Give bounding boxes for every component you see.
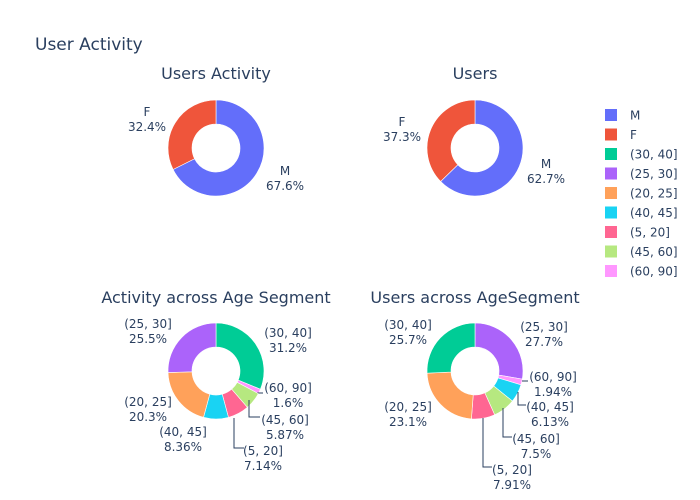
pie-1: Users Activity M 67.6% F 32.4% [128, 64, 304, 197]
legend: MF (30, 40] (25, 30] (20, 25] (40, 45] (5, 20… [605, 109, 678, 279]
legend-swatch [605, 109, 617, 121]
pie-2: Users M 62.7% F 37.3% [383, 64, 565, 197]
figure-title: User Activity [35, 35, 143, 55]
slice-leader-line [233, 418, 244, 449]
slice-label-m: M 62.7% [527, 157, 565, 186]
pie-title: Users Activity [161, 64, 271, 83]
slice-leader-line [248, 400, 260, 418]
legend-label: (30, 40] [630, 148, 678, 162]
pie-slice-f[interactable] [167, 99, 217, 170]
slice-label-60-90: (60, 90] 1.6% [264, 381, 312, 410]
slice-leader-line [482, 418, 492, 468]
legend-label: (25, 30] [630, 167, 678, 181]
legend-swatch [605, 167, 617, 180]
legend-label: (60, 90] [630, 265, 678, 279]
legend-swatch [605, 128, 617, 141]
legend-item-f[interactable]: F [605, 128, 637, 142]
legend-swatch [605, 226, 617, 238]
legend-item-20-25[interactable]: (20, 25] [605, 187, 678, 201]
slice-label-5-20: (5, 20] 7.14% [243, 444, 283, 473]
slice-label-f: F 37.3% [383, 115, 421, 144]
pie-title: Activity across Age Segment [101, 288, 330, 307]
slice-label-30-40: (30, 40] 25.7% [384, 318, 432, 347]
legend-swatch [605, 206, 617, 219]
slice-label-m: M 67.6% [266, 164, 304, 193]
legend-label: M [630, 109, 640, 123]
slice-label-30-40: (30, 40] 31.2% [264, 326, 312, 355]
legend-item-60-90[interactable]: (60, 90] [605, 265, 678, 279]
legend-swatch [605, 245, 617, 258]
legend-swatch [605, 187, 617, 199]
legend-swatch [605, 148, 617, 160]
legend-swatch [605, 265, 617, 277]
pie-slice-f[interactable] [426, 99, 476, 182]
pie-4: Users across AgeSegment (25, 30] 27.7% (60,… [370, 288, 579, 492]
pie-slice-20-25[interactable] [426, 371, 474, 420]
legend-item-5-20[interactable]: (5, 20] [605, 226, 670, 240]
slice-leader-line [502, 408, 512, 438]
slice-label-40-45: (40, 45] 6.13% [526, 400, 574, 429]
slice-label-20-25: (20, 25] 20.3% [124, 395, 172, 424]
legend-item-m[interactable]: M [605, 109, 640, 123]
slice-label-25-30: (25, 30] 27.7% [520, 320, 568, 349]
slice-label-25-30: (25, 30] 25.5% [124, 317, 172, 346]
legend-label: (20, 25] [630, 187, 678, 201]
pie-slice-30-40[interactable] [426, 322, 476, 374]
pie-title: Users across AgeSegment [370, 288, 579, 307]
legend-label: F [630, 128, 637, 142]
pie-slice-m[interactable] [440, 99, 524, 197]
pie-slice-30-40[interactable] [215, 322, 265, 390]
pie-slice-m[interactable] [172, 99, 265, 197]
legend-item-25-30[interactable]: (25, 30] [605, 167, 678, 181]
slice-label-45-60: (45, 60] 7.5% [512, 432, 560, 461]
pie-3: Activity across Age Segment (30, 40] 31.2%… [101, 288, 330, 473]
legend-item-40-45[interactable]: (40, 45] [605, 206, 678, 220]
slice-label-40-45: (40, 45] 8.36% [159, 425, 207, 454]
slice-label-f: F 32.4% [128, 105, 166, 134]
slice-leader-line [517, 392, 526, 406]
pie-slice-20-25[interactable] [167, 371, 211, 418]
slice-label-5-20: (5, 20] 7.91% [492, 463, 532, 492]
legend-item-30-40[interactable]: (30, 40] [605, 148, 678, 162]
legend-item-45-60[interactable]: (45, 60] [605, 245, 678, 259]
pie-slice-25-30[interactable] [474, 322, 524, 380]
legend-label: (40, 45] [630, 206, 678, 220]
slice-label-20-25: (20, 25] 23.1% [384, 400, 432, 429]
slice-label-60-90: (60, 90] 1.94% [529, 370, 577, 399]
pie-title: Users [453, 64, 498, 83]
slice-label-45-60: (45, 60] 5.87% [261, 413, 309, 442]
pie-slice-25-30[interactable] [167, 322, 217, 373]
legend-label: (45, 60] [630, 245, 678, 259]
legend-label: (5, 20] [630, 226, 670, 240]
pie-charts: Users Activity M 67.6% F 32.4% Users M 62.7% F 37… [101, 64, 579, 492]
